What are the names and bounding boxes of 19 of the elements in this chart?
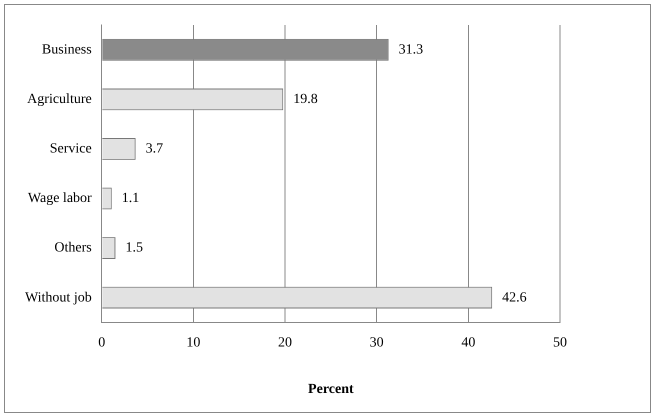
data-label: 31.3 — [398, 42, 424, 58]
data-label: 1.5 — [125, 240, 143, 256]
x-axis-title: Percent — [308, 382, 354, 398]
y-tick-label: Without job — [24, 290, 92, 306]
y-tick-label: Agriculture — [27, 92, 92, 108]
x-tick-label: 10 — [186, 335, 200, 350]
x-tick-label: 30 — [370, 335, 384, 350]
x-tick-label: 0 — [98, 335, 106, 350]
y-tick-label: Others — [54, 240, 92, 256]
data-label: 1.1 — [122, 191, 140, 206]
y-tick-label: Business — [42, 42, 92, 58]
x-tick-label: 20 — [278, 335, 292, 350]
x-tick-label: 50 — [553, 335, 567, 350]
data-label: 3.7 — [146, 142, 164, 157]
y-tick-label: Wage labor — [28, 191, 92, 206]
data-label: 42.6 — [502, 290, 527, 306]
y-tick-label: Service — [50, 142, 92, 157]
data-label: 19.8 — [293, 92, 318, 108]
x-tick-label: 40 — [461, 335, 476, 350]
